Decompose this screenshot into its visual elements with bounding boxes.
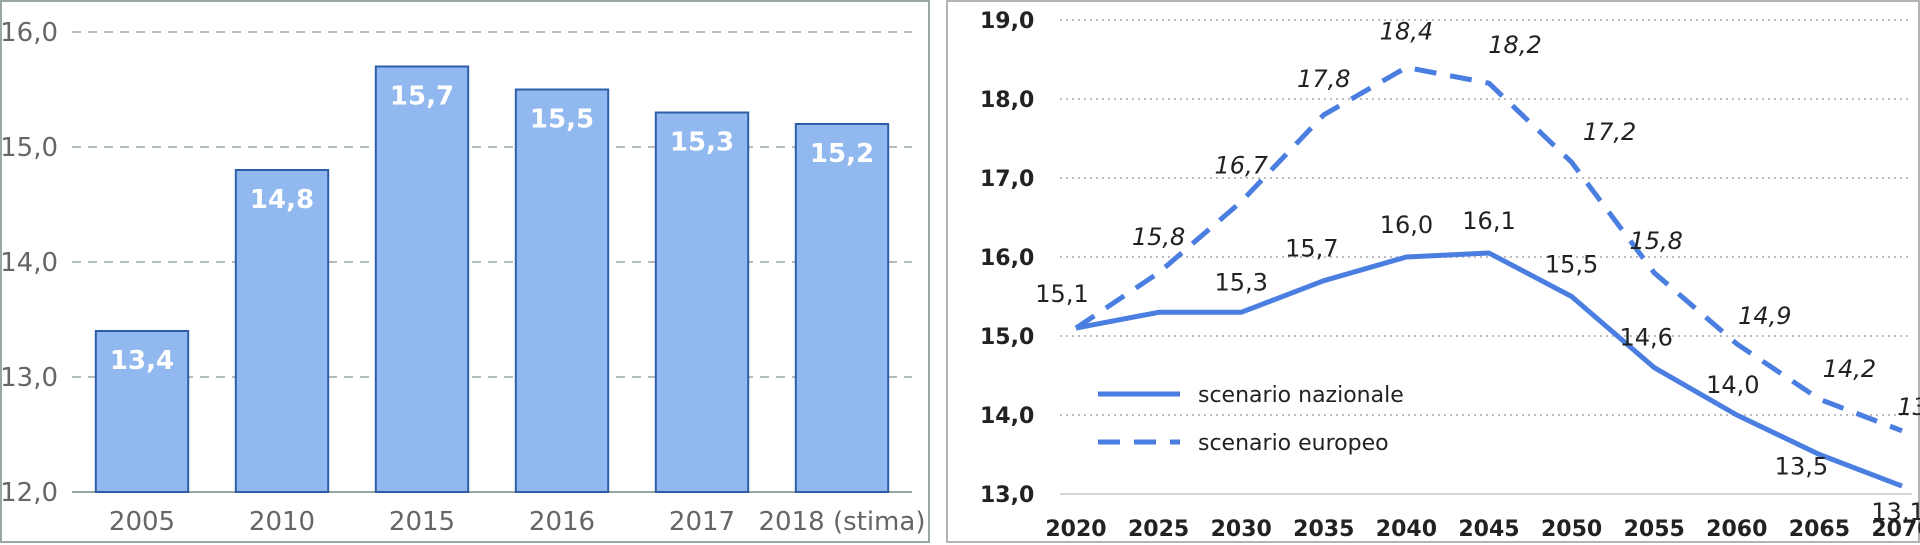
data-label: 18,4 [1380,17,1433,45]
x-tick-label: 2020 [1045,517,1106,542]
x-tick-label: 2065 [1789,517,1850,542]
y-tick-label: 17,0 [980,167,1034,192]
bar [234,169,330,493]
bar [514,88,610,493]
bar [374,65,470,493]
data-label: 14,6 [1619,324,1672,352]
bar [94,330,190,493]
data-label: 14,0 [1706,371,1759,399]
data-label: 16,7 [1214,152,1268,180]
y-tick-label: 18,0 [980,88,1034,113]
line-chart-panel: 13,0 14,0 15,0 16,0 17,0 18,0 19,0 2020 2025 2030… [946,0,1920,543]
x-tick-label: 2010 [249,507,315,537]
data-label: 15,8 [1132,223,1185,251]
legend-label: scenario europeo [1198,431,1389,456]
bar-chart-panel: 12,0 13,0 14,0 15,0 16,0 13,4 2005 14,8 2010 15,7… [0,0,930,543]
y-tick-label: 15,0 [980,325,1034,350]
x-tick-label: 2055 [1624,517,1685,542]
legend-label: scenario nazionale [1198,383,1404,408]
y-tick-label: 19,0 [980,9,1034,34]
bar [794,123,890,493]
data-label: 13,5 [1775,453,1828,481]
x-tick-label: 2045 [1458,517,1519,542]
data-label: 14,2 [1823,355,1876,383]
y-tick-label: 13,0 [2,363,58,393]
x-tick-label: 2060 [1706,517,1767,542]
data-label: 15,1 [1035,280,1088,308]
data-label: 16,1 [1462,207,1515,235]
x-tick-label: 2016 [529,507,595,537]
bar [654,111,750,493]
line-chart: 13,0 14,0 15,0 16,0 17,0 18,0 19,0 2020 2025 2030… [980,9,1920,542]
data-label: 15,7 [1285,235,1338,263]
y-tick-label: 16,0 [2,18,58,48]
x-tick-label: 2070 [1871,517,1920,542]
y-tick-label: 15,0 [2,133,58,163]
bar-chart: 12,0 13,0 14,0 15,0 16,0 13,4 2005 14,8 2010 15,7… [2,18,926,537]
data-label: 17,8 [1297,65,1350,93]
x-tick-label: 2018 (stima) [759,507,926,537]
data-label: 14,9 [1738,302,1791,330]
x-tick-label: 2005 [109,507,175,537]
data-label: 15,8 [1629,227,1682,255]
series-line-europeo [1074,64,1903,434]
data-label: 16,0 [1380,211,1433,239]
x-tick-label: 2025 [1128,517,1189,542]
y-tick-label: 14,0 [2,248,58,278]
x-tick-label: 2017 [669,507,735,537]
y-tick-label: 13,0 [980,483,1034,508]
series-line-nazionale [1075,250,1903,489]
data-label: 13,1 [1871,498,1920,526]
data-label: 15,5 [1545,251,1598,279]
bar-value-label: 13,4 [110,346,174,376]
data-label: 15,3 [1214,268,1267,296]
bar-value-label: 15,7 [390,82,454,112]
bar-value-label: 15,5 [530,105,594,135]
bar-value-label: 15,3 [670,128,734,158]
data-label: 18,2 [1488,31,1541,59]
x-tick-label: 2015 [389,507,455,537]
y-tick-label: 12,0 [2,478,58,508]
y-tick-label: 16,0 [980,246,1034,271]
x-tick-label: 2040 [1376,517,1437,542]
bar-value-label: 14,8 [250,185,314,215]
x-tick-label: 2030 [1211,517,1272,542]
bar-value-label: 15,2 [810,139,874,169]
data-label: 13,8 [1897,393,1920,421]
x-tick-label: 2050 [1541,517,1602,542]
data-label: 17,2 [1583,118,1636,146]
x-tick-label: 2035 [1293,517,1354,542]
y-tick-label: 14,0 [980,404,1034,429]
